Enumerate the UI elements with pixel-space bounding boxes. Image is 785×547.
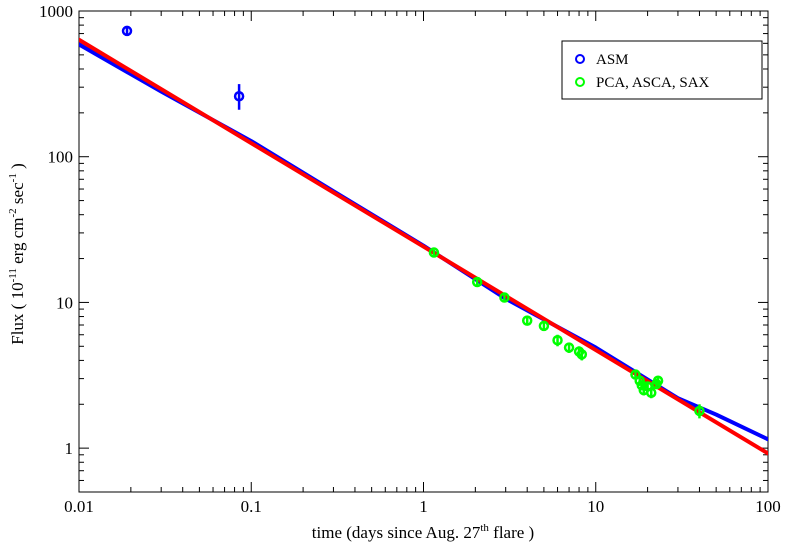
data-point-pca-asca-sax <box>552 335 563 346</box>
data-point-pca-asca-sax <box>576 349 588 360</box>
fit-lines <box>79 37 768 456</box>
data-point-pca-asca-sax <box>471 276 483 288</box>
y-tick-label: 1000 <box>39 2 73 21</box>
data-point-pca-asca-sax <box>521 315 533 326</box>
data-point-pca-asca-sax <box>499 292 510 303</box>
legend-box <box>561 40 763 100</box>
x-tick-label: 0.1 <box>241 497 262 516</box>
x-tick-label: 10 <box>587 497 604 516</box>
y-tick-label: 1 <box>65 439 74 458</box>
data-points <box>121 25 705 419</box>
axis-ticks <box>78 10 769 492</box>
x-tick-label: 0.01 <box>64 497 94 516</box>
legend: ASM PCA, ASCA, SAX <box>561 40 763 100</box>
tick-labels: 0.01 0.1 1 10 100 1 10 100 1000 <box>39 2 781 516</box>
x-axis-title: time (days since Aug. 27th flare ) <box>312 522 534 542</box>
data-point-pca-asca-sax <box>563 342 575 353</box>
x-tick-label: 1 <box>419 497 428 516</box>
legend-marker-asm <box>575 54 585 64</box>
data-point-pca-asca-sax <box>694 405 705 417</box>
data-point-pca-asca-sax <box>652 375 664 387</box>
data-point-asm <box>233 90 245 102</box>
x-tick-label: 100 <box>755 497 781 516</box>
legend-label-pca-asca-sax: PCA, ASCA, SAX <box>596 75 710 91</box>
legend-marker-pca-asca-sax <box>575 77 585 87</box>
data-point-pca-asca-sax <box>646 387 657 398</box>
y-axis-title: Flux ( 10-11 erg cm-2 sec-1 ) <box>7 163 27 345</box>
data-point-pca-asca-sax <box>538 320 550 332</box>
y-tick-label: 10 <box>56 293 73 312</box>
data-point-asm <box>121 25 133 37</box>
legend-label-asm: ASM <box>596 52 629 68</box>
y-tick-label: 100 <box>48 148 74 167</box>
data-point-pca-asca-sax <box>636 380 648 391</box>
data-point-pca-asca-sax <box>428 247 440 258</box>
fit-line-red <box>79 37 768 456</box>
